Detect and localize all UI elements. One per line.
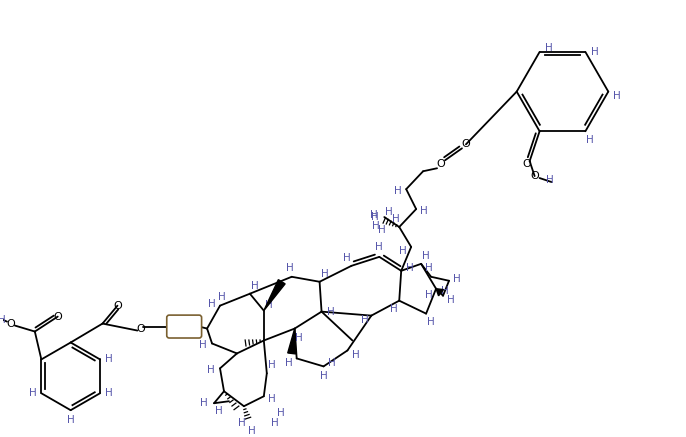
Polygon shape: [436, 289, 444, 296]
Text: H: H: [613, 90, 621, 101]
Text: O: O: [54, 312, 62, 322]
Text: O: O: [437, 159, 445, 169]
Text: H: H: [196, 328, 203, 337]
Text: H: H: [441, 286, 449, 296]
Text: H: H: [586, 135, 593, 145]
Text: H: H: [0, 315, 6, 325]
Text: O: O: [522, 159, 531, 169]
Text: H: H: [372, 221, 380, 231]
Text: H: H: [386, 207, 393, 217]
Text: O: O: [7, 319, 15, 329]
Text: H: H: [67, 415, 75, 425]
Text: H: H: [105, 388, 113, 398]
Text: H: H: [545, 43, 552, 53]
Text: Abs: Abs: [174, 322, 194, 332]
Text: H: H: [208, 298, 216, 309]
Text: O: O: [136, 323, 145, 333]
Text: H: H: [421, 206, 428, 216]
Text: H: H: [422, 251, 430, 261]
Text: H: H: [295, 333, 303, 343]
Text: H: H: [218, 291, 226, 302]
Text: H: H: [251, 281, 259, 291]
Text: H: H: [453, 274, 461, 284]
Text: H: H: [370, 210, 378, 220]
Text: H: H: [286, 263, 294, 273]
Text: H: H: [379, 225, 386, 235]
Text: H: H: [351, 350, 359, 361]
Text: H: H: [215, 406, 223, 416]
Text: H: H: [199, 340, 207, 350]
Text: H: H: [248, 426, 256, 436]
Text: H: H: [238, 418, 246, 428]
Text: H: H: [200, 398, 208, 408]
Text: H: H: [390, 304, 398, 314]
Text: H: H: [105, 354, 113, 364]
Text: H: H: [285, 358, 293, 368]
Text: H: H: [342, 253, 351, 263]
Text: H: H: [277, 408, 285, 418]
Text: H: H: [375, 242, 383, 252]
Text: H: H: [425, 263, 433, 273]
Text: H: H: [29, 388, 36, 398]
Polygon shape: [287, 329, 296, 354]
Text: H: H: [268, 394, 276, 404]
Text: H: H: [406, 263, 414, 273]
Text: H: H: [271, 418, 279, 428]
Text: H: H: [361, 315, 368, 325]
Text: H: H: [399, 246, 407, 256]
Text: H: H: [268, 361, 276, 371]
Text: O: O: [530, 171, 539, 181]
Text: H: H: [545, 175, 554, 185]
Text: H: H: [425, 290, 433, 300]
Text: H: H: [320, 269, 329, 279]
Text: O: O: [113, 301, 122, 311]
Text: H: H: [328, 358, 335, 368]
Polygon shape: [264, 280, 285, 311]
Text: H: H: [394, 186, 402, 196]
Text: H: H: [591, 47, 600, 57]
Text: H: H: [207, 365, 215, 375]
Text: H: H: [327, 307, 334, 317]
Text: O: O: [462, 139, 471, 149]
Text: H: H: [265, 300, 272, 310]
Text: H: H: [447, 295, 455, 305]
Text: H: H: [320, 371, 327, 382]
FancyBboxPatch shape: [167, 315, 202, 338]
Text: H: H: [371, 212, 379, 222]
Text: H: H: [392, 214, 400, 224]
Text: H: H: [427, 316, 435, 326]
